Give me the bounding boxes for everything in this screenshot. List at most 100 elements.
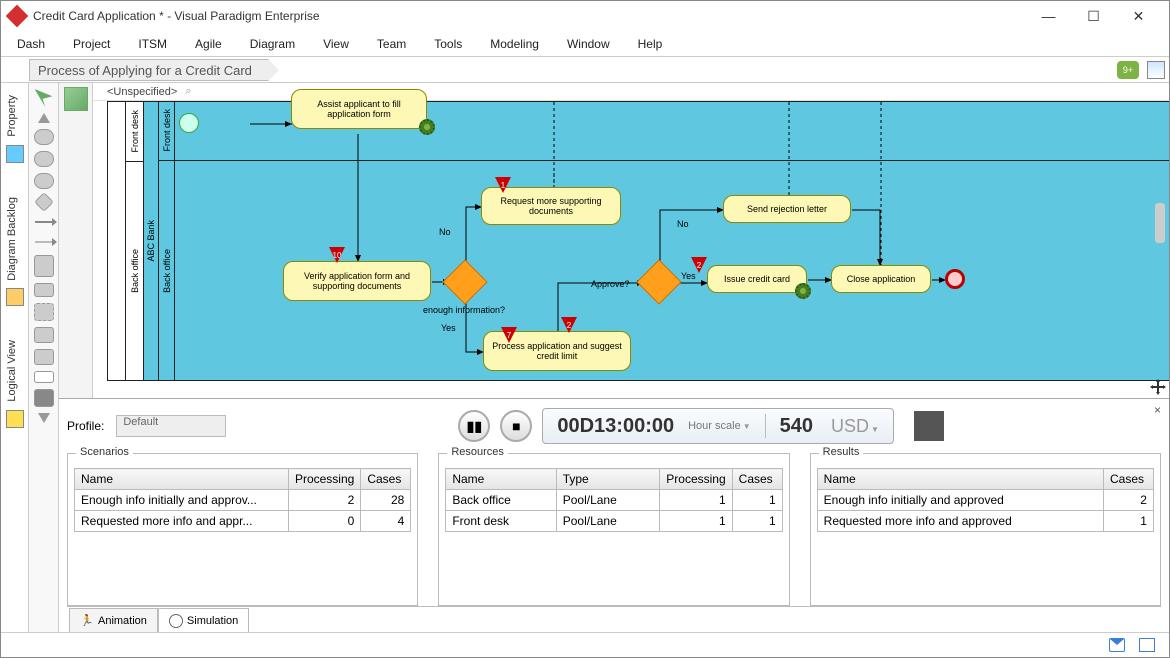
results-group: Results Name Cases Enough info initially… (810, 453, 1161, 606)
breadcrumb[interactable]: Process of Applying for a Credit Card (29, 59, 269, 81)
scenarios-group: Scenarios Name Processing Cases Enough i… (67, 453, 418, 606)
gateway2-label: Approve? (591, 279, 630, 289)
resources-title: Resources (447, 446, 508, 458)
col-cases[interactable]: Cases (361, 469, 411, 490)
main-area: Property Diagram Backlog Logical View (1, 83, 1169, 632)
palette-dataobj[interactable] (34, 389, 54, 407)
vertical-scrollbar[interactable] (1155, 203, 1165, 243)
document-icon[interactable] (1139, 638, 1155, 652)
task-process-application[interactable]: Process application and suggest credit l… (483, 331, 631, 371)
logical-icon (6, 410, 24, 428)
hour-scale-label[interactable]: Hour scale▼ (688, 420, 751, 432)
chart-toggle-icon[interactable] (914, 411, 944, 441)
menu-view[interactable]: View (323, 37, 349, 51)
palette-task[interactable] (34, 327, 54, 343)
profile-value: Default (123, 416, 158, 428)
tab-animation[interactable]: 🏃 Animation (69, 608, 158, 632)
selection-tool-icon[interactable] (64, 87, 88, 111)
close-button[interactable]: ✕ (1116, 2, 1161, 30)
menu-diagram[interactable]: Diagram (250, 37, 295, 51)
table-row: Back officePool/Lane11 (446, 490, 782, 511)
triangle-up-icon[interactable] (38, 113, 50, 123)
rcol-cases[interactable]: Cases (732, 469, 782, 490)
tab-simulation-label: Simulation (187, 615, 238, 627)
resources-table[interactable]: Name Type Processing Cases Back officePo… (445, 468, 782, 532)
task-send-rejection[interactable]: Send rejection letter (723, 195, 851, 223)
start-event[interactable] (179, 113, 199, 133)
pan-icon[interactable] (1149, 378, 1167, 396)
palette-annotation[interactable] (34, 371, 54, 383)
breadcrumb-row: Process of Applying for a Credit Card 9+ (1, 57, 1169, 83)
results-table[interactable]: Name Cases Enough info initially and app… (817, 468, 1154, 532)
table-row: Front deskPool/Lane11 (446, 511, 782, 532)
outer-lane-labels: Front desk Back office (125, 101, 143, 381)
gateway1-label: enough information? (423, 305, 505, 315)
menu-modeling[interactable]: Modeling (490, 37, 539, 51)
palette-event-3[interactable] (34, 173, 54, 189)
minimize-button[interactable]: — (1026, 2, 1071, 30)
col-processing[interactable]: Processing (288, 469, 360, 490)
left-tab-logical[interactable]: Logical View (6, 336, 18, 406)
col-name[interactable]: Name (75, 469, 289, 490)
tab-simulation[interactable]: Simulation (158, 608, 249, 632)
palette-event-2[interactable] (34, 151, 54, 167)
result-col-name[interactable]: Name (817, 469, 1103, 490)
menu-tools[interactable]: Tools (434, 37, 462, 51)
palette-event[interactable] (34, 129, 54, 145)
palette-sequence-flow[interactable] (35, 221, 53, 223)
task-assist-applicant[interactable]: Assist applicant to fill application for… (291, 89, 427, 129)
stop-button[interactable]: ■ (500, 410, 532, 442)
left-tab-property[interactable]: Property (6, 91, 18, 141)
pause-button[interactable]: ▮▮ (458, 410, 490, 442)
mail-icon[interactable] (1109, 638, 1125, 652)
sim-cost: 540 (780, 415, 813, 438)
cursor-tool-icon[interactable] (35, 89, 53, 107)
menu-team[interactable]: Team (377, 37, 406, 51)
currency-select[interactable]: USD▼ (831, 416, 879, 437)
palette-gateway[interactable] (34, 192, 54, 212)
rcol-type[interactable]: Type (556, 469, 660, 490)
panel-close-icon[interactable]: × (1154, 403, 1161, 417)
task-close-application[interactable]: Close application (831, 265, 931, 293)
simulation-icon (169, 614, 183, 628)
bottom-tabs: 🏃 Animation Simulation (67, 606, 1161, 632)
rcol-name[interactable]: Name (446, 469, 556, 490)
task-verify-application[interactable]: Verify application form and supporting d… (283, 261, 431, 301)
left-tab-backlog[interactable]: Diagram Backlog (6, 193, 18, 285)
content-column: <Unspecified> ⌕ Front desk Back office (59, 83, 1169, 632)
menu-dash[interactable]: Dash (17, 37, 45, 51)
unspecified-label: <Unspecified> (107, 86, 177, 98)
palette-pool[interactable] (34, 255, 54, 277)
task-issue-card[interactable]: Issue credit card (707, 265, 807, 293)
left-tab-strip: Property Diagram Backlog Logical View (1, 83, 29, 632)
scenarios-table[interactable]: Name Processing Cases Enough info initia… (74, 468, 411, 532)
palette-group[interactable] (34, 303, 54, 321)
task-request-documents[interactable]: Request more supporting documents (481, 187, 621, 225)
maximize-button[interactable]: ☐ (1071, 2, 1116, 30)
profile-select[interactable]: Default (116, 415, 226, 437)
notification-count: 9+ (1123, 65, 1133, 75)
result-col-cases[interactable]: Cases (1103, 469, 1153, 490)
pool-title-abc: ABC Bank (143, 101, 159, 381)
menu-project[interactable]: Project (73, 37, 110, 51)
task-t7-label: Close application (847, 274, 916, 284)
canvas-area: <Unspecified> ⌕ Front desk Back office (59, 83, 1169, 398)
menu-agile[interactable]: Agile (195, 37, 222, 51)
palette-subprocess[interactable] (34, 349, 54, 365)
search-icon[interactable]: ⌕ (185, 85, 191, 98)
view-toggle-icon[interactable] (1147, 61, 1165, 79)
menu-itsm[interactable]: ITSM (138, 37, 167, 51)
notification-icon[interactable]: 9+ (1117, 61, 1139, 79)
rcol-processing[interactable]: Processing (660, 469, 732, 490)
palette-lane[interactable] (34, 283, 54, 297)
simulation-controls: Profile: Default ▮▮ ■ 00D13:00:00 Hour s… (67, 405, 1161, 447)
triangle-down-icon[interactable] (38, 413, 50, 423)
task-t5-label: Send rejection letter (747, 204, 827, 214)
palette-message-flow[interactable] (35, 241, 53, 243)
menu-window[interactable]: Window (567, 37, 610, 51)
menu-help[interactable]: Help (638, 37, 663, 51)
end-event[interactable] (945, 269, 965, 289)
diagram-canvas[interactable]: <Unspecified> ⌕ Front desk Back office (93, 83, 1169, 398)
window-controls: — ☐ ✕ (1026, 2, 1161, 30)
statusbar (1, 632, 1169, 657)
